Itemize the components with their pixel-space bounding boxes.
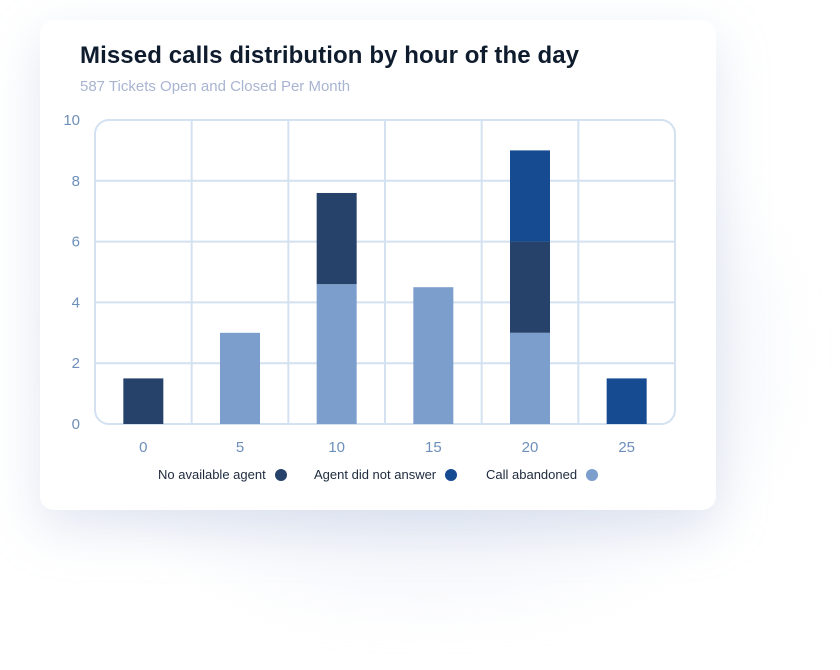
- y-tick-label: 10: [63, 112, 80, 129]
- x-tick-label: 15: [425, 439, 442, 456]
- bar-did_not_answer: [510, 150, 550, 242]
- chart-card: [40, 20, 716, 510]
- legend-label: No available agent: [158, 467, 266, 482]
- legend-label: Agent did not answer: [314, 467, 437, 482]
- bar-no_agent: [510, 241, 550, 333]
- legend-swatch: [274, 468, 287, 481]
- y-tick-label: 6: [72, 234, 80, 251]
- legend-item-abandoned: Call abandoned: [486, 467, 599, 482]
- y-tick-label: 4: [72, 294, 80, 311]
- bar-no_agent: [316, 192, 357, 285]
- y-tick-label: 8: [72, 173, 80, 190]
- bar-abandoned: [510, 332, 550, 424]
- legend-item-no-agent: No available agent: [158, 467, 287, 482]
- legend-swatch: [586, 468, 599, 481]
- legend-label: Call abandoned: [486, 467, 578, 482]
- x-tick-label: 0: [139, 439, 147, 456]
- y-tick-label: 2: [72, 355, 80, 372]
- bar-no_agent: [123, 378, 164, 424]
- grid: [94, 119, 676, 425]
- x-tick-label: 20: [522, 439, 539, 456]
- legend-item-did-not-answer: Agent did not answer: [314, 467, 458, 482]
- y-tick-label: 0: [72, 416, 80, 433]
- chart-title: Missed calls distribution by hour of the…: [80, 42, 580, 69]
- bar-did_not_answer: [606, 378, 647, 424]
- chart-subtitle: 587 Tickets Open and Closed Per Month: [80, 78, 351, 95]
- bar-abandoned: [316, 284, 357, 424]
- x-tick-label: 10: [328, 439, 345, 456]
- legend-swatch: [445, 468, 458, 481]
- bars: [123, 150, 647, 424]
- x-tick-label: 5: [236, 439, 244, 456]
- chart-legend: No available agent Agent did not answer Ca…: [0, 467, 840, 487]
- bar-abandoned: [413, 287, 454, 424]
- bar-abandoned: [220, 332, 260, 424]
- x-tick-label: 25: [618, 439, 635, 456]
